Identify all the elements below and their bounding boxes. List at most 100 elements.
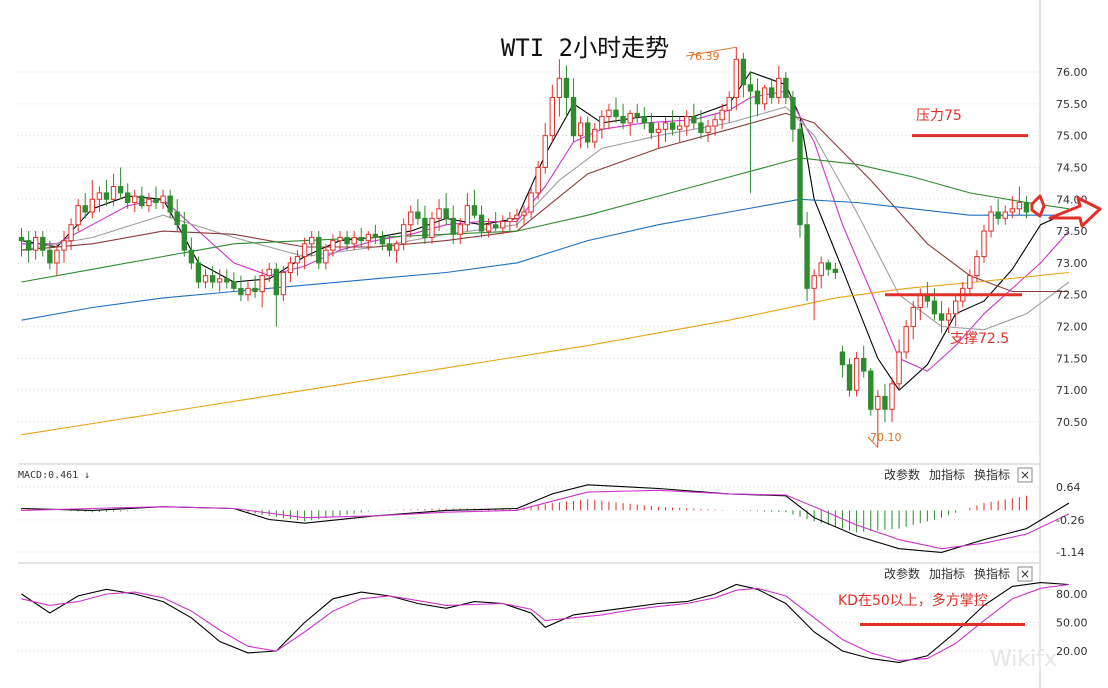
candle-body [917,294,924,308]
candle-body [761,87,768,105]
candle-body [754,90,761,105]
candle-body [981,230,987,258]
candlestick [316,231,322,270]
candlestick [556,59,563,117]
candle-body [627,112,633,124]
candle-body [167,195,173,213]
candle-body [464,205,471,226]
candlestick [783,72,789,104]
candle-body [1016,201,1023,210]
candle-body [117,186,124,194]
candle-body [733,58,740,98]
candle-body [386,243,393,251]
price-axis: 76.0075.5075.0074.5074.0073.5073.0072.50… [1056,66,1088,658]
candlestick [294,250,301,276]
candle-body [181,224,188,251]
candlestick [747,72,754,193]
candle-body [620,116,626,124]
kd-change-params-button[interactable]: 改参数 [884,566,920,581]
candle-body [188,249,195,264]
kd-close-button[interactable]: × [1017,566,1033,582]
candle-body [521,211,527,216]
kd-add-indicator-button[interactable]: 加指标 [929,566,965,581]
candlestick [790,91,796,142]
candlestick [68,218,74,251]
moving-average-line [21,157,1069,283]
candlestick [917,288,924,321]
candlestick [1016,186,1023,216]
candlestick [245,282,251,302]
candlestick [96,186,103,212]
candle-body [18,236,25,242]
candle-body [1009,208,1016,213]
candle-body [945,313,952,321]
candlestick [995,199,1001,225]
candlestick [634,103,640,123]
candlestick [507,212,513,232]
candle-body [705,125,711,133]
close-icon: × [1020,468,1030,482]
candle-body [577,122,584,137]
candle-body [436,208,442,219]
candlestick [875,390,881,448]
moving-average-line [21,271,1069,436]
price-tick-label: 75.00 [1056,130,1088,143]
candlestick [301,237,308,270]
low-pointer [867,436,879,448]
candle-body [308,236,315,245]
macd-add-indicator-button[interactable]: 加指标 [929,467,965,482]
candle-body [124,192,131,203]
candle-body [853,357,860,391]
indicator-layer [21,46,1070,663]
candle-body [613,109,619,118]
candlestick [174,199,180,232]
candlestick [931,288,938,321]
price-tick-label: 70.50 [1056,416,1088,429]
macd-change-params-button[interactable]: 改参数 [884,467,920,482]
kd-k-line [21,582,1069,663]
candle-body [195,262,202,283]
candlestick [726,91,732,123]
candle-body [337,236,343,242]
macd-close-button[interactable]: × [1017,467,1033,483]
price-tick-label: 71.00 [1056,384,1088,397]
candlestick [82,192,88,219]
candle-body [768,87,775,98]
candlestick [450,205,456,244]
candlestick [882,383,888,422]
kd-tick-label: 80.00 [1056,588,1088,601]
candlestick [776,65,782,104]
candlestick [1002,205,1008,225]
candlestick [938,301,945,333]
candlestick [457,218,464,244]
candlestick [224,269,230,289]
candlestick [238,275,244,302]
candle-body [323,249,329,264]
candle-body [294,256,301,264]
candlestick [903,320,909,359]
candlestick [542,122,548,174]
candlestick [25,231,32,263]
macd-switch-indicator-button[interactable]: 换指标 [974,467,1010,482]
candlestick [231,272,237,292]
candle-body [825,262,832,270]
candle-body [747,84,754,92]
candlestick [429,212,435,244]
candle-body [316,236,322,264]
candlestick [252,275,258,298]
candle-body [330,240,336,251]
candlestick [18,227,25,257]
candle-body [132,195,138,203]
candle-body [224,278,230,283]
candle-body [443,208,449,219]
candle-body [32,236,39,251]
price-tick-label: 75.50 [1056,98,1088,111]
kd-switch-indicator-button[interactable]: 换指标 [974,566,1010,581]
candle-body [797,128,803,226]
price-tick-label: 76.00 [1056,66,1088,79]
candlestick [1023,196,1030,219]
candle-body [259,275,265,293]
candlestick [146,192,152,212]
candlestick-layer [18,47,1030,448]
price-tick-label: 72.00 [1056,321,1088,334]
